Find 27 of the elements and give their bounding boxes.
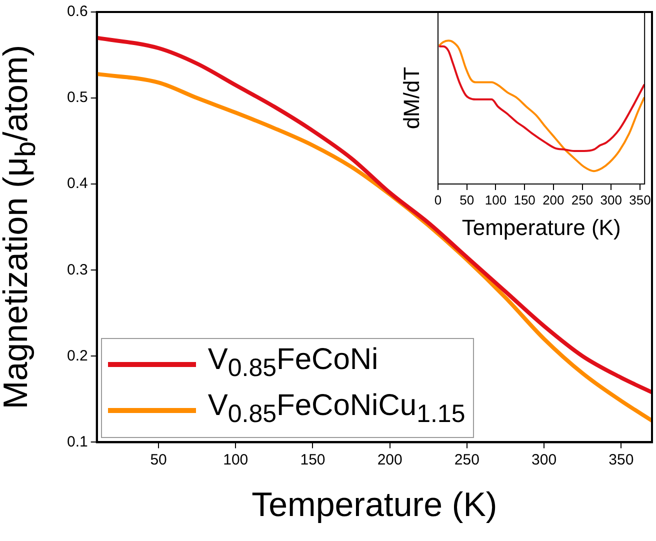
y-tick-label: 0.2 xyxy=(66,347,88,364)
legend-label: V$_{0.85}$FeCoNi xyxy=(208,342,378,384)
x-tick-label: 250 xyxy=(571,192,594,208)
y-tick-label: 0.4 xyxy=(66,175,88,192)
x-tick-label: 50 xyxy=(150,451,167,468)
x-tick-label: 100 xyxy=(223,451,248,468)
y-tick-label: 0.1 xyxy=(66,433,88,450)
legend-label: V$_{0.85}$FeCoNiCu$_{1.15}$ xyxy=(208,388,466,430)
x-axis-title: Temperature (K) xyxy=(462,214,621,240)
line-series xyxy=(96,36,652,394)
x-tick-label: 200 xyxy=(377,451,402,468)
x-axis-title: Temperature (K) xyxy=(252,486,498,524)
x-tick-label: 350 xyxy=(608,451,634,468)
x-tick-label: 300 xyxy=(532,451,557,468)
x-tick-label: 150 xyxy=(514,192,536,208)
x-tick-label: 350 xyxy=(629,192,651,208)
x-tick-label: 50 xyxy=(460,192,474,208)
x-tick-label: 100 xyxy=(484,192,507,208)
y-tick-label: 0.6 xyxy=(66,3,88,20)
y-tick-label: 0.3 xyxy=(66,261,88,278)
y-tick-label: 0.5 xyxy=(66,89,88,106)
x-tick-label: 0 xyxy=(434,192,442,208)
x-tick-label: 250 xyxy=(454,451,480,468)
x-tick-label: 150 xyxy=(300,451,326,468)
y-axis-title: dM/dT xyxy=(399,66,425,130)
x-tick-label: 300 xyxy=(600,192,622,208)
x-tick-label: 200 xyxy=(542,192,564,208)
